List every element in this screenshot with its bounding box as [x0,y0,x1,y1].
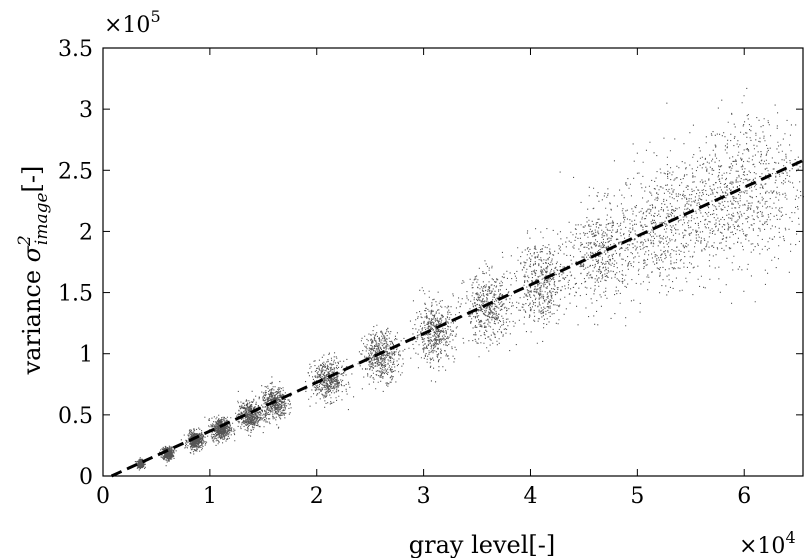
x-axis-multiplier-exponent: 4 [785,528,795,547]
y-tick-label: 1.5 [58,282,93,307]
scatter-cluster-11 [501,228,585,344]
fit-line [110,159,804,478]
y-axis-label-symbol: σ [18,245,46,262]
scatter-cluster-3 [180,427,208,455]
scatter-cluster-10-points [452,251,531,358]
scatter-cluster-7 [305,352,363,411]
scatter-cluster-15 [666,87,804,304]
x-tick-label: 0 [96,484,110,509]
x-tick-label: 4 [523,484,537,509]
scatter-cluster-9-points [408,287,461,383]
y-axis-label-suffix: [-] [18,166,46,193]
scatter-cluster-2-points [159,445,177,467]
y-tick-label: 3 [79,98,93,123]
scatter-cluster-3-points [180,427,208,455]
x-axis-ticks: 0 1 2 3 4 5 6 [96,48,751,509]
x-tick-label: 6 [737,484,751,509]
y-axis-multiplier: ×105 [104,7,161,38]
scatter-cluster-8 [357,324,406,392]
scatter-cluster-8-points [357,324,406,392]
y-axis-label-prefix: variance [18,262,46,375]
scatter-cluster-14 [627,121,792,293]
scatter-cluster-4-points [204,414,236,446]
x-tick-label: 2 [310,484,324,509]
y-axis-label: variance σ2image[-] [15,166,52,376]
x-tick-label: 1 [203,484,217,509]
x-tick-label: 3 [417,484,431,509]
x-tick-label: 5 [630,484,644,509]
scatter-cluster-7-points [305,352,363,411]
scatter-cluster-2 [159,445,177,467]
scatter-cluster-15-points [666,87,804,304]
scatter-cluster-5-points [235,390,270,437]
scatter-cluster-9 [408,287,461,383]
scatter-points [134,87,804,471]
scatter-cluster-12-points [548,143,649,327]
y-tick-label: 0 [79,465,93,490]
x-axis-multiplier-base: ×10 [739,534,785,558]
y-axis-ticks: 0 0.5 1 1.5 2 2.5 3 3.5 [58,37,803,490]
y-axis-label-superscript: 2 [15,235,35,247]
y-tick-label: 3.5 [58,37,93,62]
scatter-cluster-12 [548,143,649,327]
y-tick-label: 2.5 [58,159,93,184]
scatter-cluster-10 [452,251,531,358]
y-tick-label: 0.5 [58,404,93,429]
y-axis-label-subscript: image [32,192,52,245]
scatter-cluster-5 [235,390,270,437]
scatter-cluster-4 [204,414,236,446]
x-axis-multiplier: ×104 [739,528,796,558]
y-tick-label: 2 [79,220,93,245]
y-axis-multiplier-exponent: 5 [150,7,160,26]
y-axis-multiplier-base: ×10 [104,13,150,38]
plot-area-frame [102,47,804,477]
scatter-cluster-11-points [501,228,585,344]
scatter-cluster-14-points [627,121,792,293]
y-tick-label: 1 [79,343,93,368]
x-axis-label: gray level[-] [409,531,555,558]
